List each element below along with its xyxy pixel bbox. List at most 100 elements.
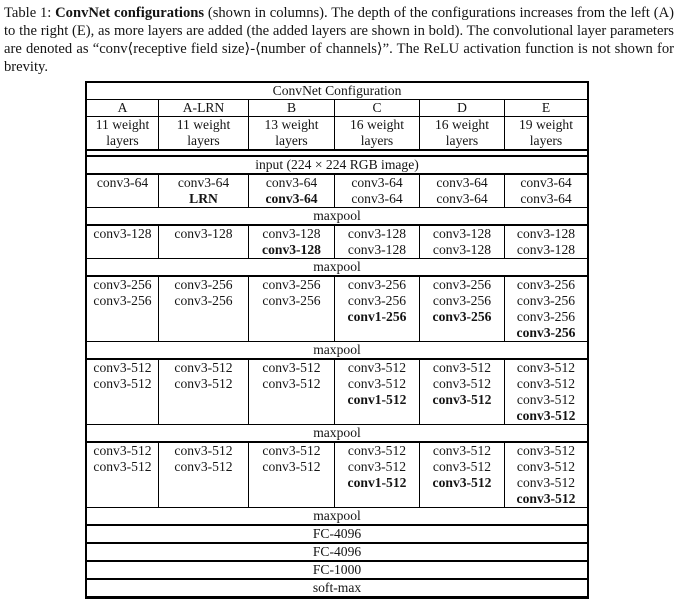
layer-entry: conv3-512 — [93, 443, 152, 458]
conv-block-3-cell-D: conv3-256 conv3-256 conv3-256 — [419, 277, 504, 341]
layer-entry: conv3-512 — [516, 392, 576, 407]
conv-block-4-row: conv3-512 conv3-512 conv3-512 conv3-512 conv… — [87, 360, 587, 425]
layer-entry: conv3-512 — [347, 360, 407, 375]
maxpool-3-label: maxpool — [313, 342, 361, 357]
maxpool-4-label: maxpool — [313, 425, 361, 440]
layer-entry: conv3-128 — [174, 226, 233, 241]
layer-entry: conv3-512 — [432, 443, 492, 458]
conv-block-2-cell-D: conv3-128 conv3-128 — [419, 226, 504, 258]
layer-entry: conv3-512 — [516, 491, 576, 506]
conv-block-4-cell-A-LRN: conv3-512 conv3-512 — [158, 360, 248, 424]
conv-block-1-cell-A-LRN: conv3-64 LRN — [158, 175, 248, 207]
maxpool-3-row: maxpool — [87, 342, 587, 360]
layer-entry: conv3-512 — [262, 443, 321, 458]
conv-block-1-cell-B: conv3-64 conv3-64 — [248, 175, 334, 207]
layer-entry: conv3-128 — [347, 242, 407, 257]
layer-entry: conv3-256 — [262, 277, 321, 292]
conv-block-1-cell-E: conv3-64 conv3-64 — [504, 175, 587, 207]
column-letter-cell-E: E — [504, 100, 587, 116]
layer-entry: conv3-64 — [520, 175, 572, 190]
column-letter-cell-B: B — [248, 100, 334, 116]
layer-entry: conv1-512 — [347, 392, 407, 407]
layer-entry: conv3-64 — [177, 175, 230, 190]
layer-entry: conv3-256 — [432, 277, 492, 292]
conv-block-2-cell-A: conv3-128 — [87, 226, 158, 258]
weight-layers-cell-D: 16 weight layers — [419, 117, 504, 149]
convnet-configuration-table: ConvNet Configuration A A-LRN B C D E 11 weight… — [85, 81, 589, 599]
maxpool-4-row: maxpool — [87, 425, 587, 443]
tail-fc-4096-1-row: FC-4096 — [87, 544, 587, 562]
layer-entry: conv3-512 — [516, 443, 576, 458]
layer-entry: conv3-64 — [351, 191, 403, 206]
layer-entry: conv3-128 — [516, 242, 576, 257]
layer-entry: LRN — [189, 191, 218, 206]
layer-entry: conv3-256 — [432, 309, 492, 324]
layer-entry: conv3-128 — [432, 226, 492, 241]
table-title-row: ConvNet Configuration — [87, 83, 587, 100]
layer-entry: conv3-256 — [262, 293, 321, 308]
layer-entry: conv3-512 — [516, 360, 576, 375]
conv-block-5-cell-B: conv3-512 conv3-512 — [248, 443, 334, 507]
layer-entry: conv3-128 — [262, 242, 321, 257]
layer-entry: conv3-512 — [432, 459, 492, 474]
conv-block-5-row: conv3-512 conv3-512 conv3-512 conv3-512 conv… — [87, 443, 587, 508]
layer-entry: conv3-64 — [265, 175, 318, 190]
conv-block-4-cell-B: conv3-512 conv3-512 — [248, 360, 334, 424]
input-row: input (224 × 224 RGB image) — [87, 157, 587, 175]
conv-block-3-cell-E: conv3-256 conv3-256 conv3-256 conv3-256 — [504, 277, 587, 341]
conv-block-3-cell-A: conv3-256 conv3-256 — [87, 277, 158, 341]
weight-layers-cell-A-LRN: 11 weight layers — [158, 117, 248, 149]
layer-entry: conv3-512 — [93, 376, 152, 391]
layer-entry: conv3-256 — [516, 309, 576, 324]
layer-entry: conv3-512 — [262, 459, 321, 474]
input-label: input (224 × 224 RGB image) — [255, 157, 419, 172]
layer-entry: conv3-512 — [516, 376, 576, 391]
tail-fc-4096-1-label: FC-4096 — [312, 544, 362, 559]
tail-soft-max-3-label: soft-max — [312, 580, 362, 595]
tail-soft-max-3-row: soft-max — [87, 580, 587, 596]
conv-block-3-cell-B: conv3-256 conv3-256 — [248, 277, 334, 341]
layer-entry: conv3-512 — [262, 360, 321, 375]
column-letter-cell-C: C — [334, 100, 419, 116]
layer-entry: conv3-256 — [516, 325, 576, 340]
conv-block-2-cell-C: conv3-128 conv3-128 — [334, 226, 419, 258]
conv-block-1-cell-D: conv3-64 conv3-64 — [419, 175, 504, 207]
layer-entry: conv3-128 — [262, 226, 321, 241]
column-letter-row: A A-LRN B C D E — [87, 100, 587, 117]
tail-fc-1000-2-row: FC-1000 — [87, 562, 587, 580]
weight-layers-row: 11 weight layers 11 weight layers 13 weigh… — [87, 117, 587, 151]
layer-entry: conv3-64 — [436, 191, 488, 206]
tail-fc-4096-0-label: FC-4096 — [312, 526, 362, 541]
layer-entry: conv3-128 — [93, 226, 152, 241]
caption-prefix: Table 1: — [4, 5, 56, 21]
maxpool-1-row: maxpool — [87, 208, 587, 226]
layer-entry: conv3-512 — [347, 459, 407, 474]
conv-block-1-cell-A: conv3-64 — [87, 175, 158, 207]
tail-fc-1000-2-label: FC-1000 — [312, 562, 362, 577]
conv-block-5-cell-A: conv3-512 conv3-512 — [87, 443, 158, 507]
layer-entry: conv3-512 — [516, 408, 576, 423]
conv-block-5-cell-E: conv3-512 conv3-512 conv3-512 conv3-512 — [504, 443, 587, 507]
layer-entry: conv3-64 — [520, 191, 572, 206]
layer-entry: conv3-512 — [174, 443, 233, 458]
conv-block-3-cell-A-LRN: conv3-256 conv3-256 — [158, 277, 248, 341]
maxpool-2-label: maxpool — [313, 259, 361, 274]
caption-body: (shown in columns). The depth of the con… — [4, 5, 674, 75]
layer-entry: conv3-512 — [174, 360, 233, 375]
layer-entry: conv3-256 — [93, 293, 152, 308]
layer-entry: conv3-512 — [93, 459, 152, 474]
layer-entry: conv3-512 — [516, 475, 576, 490]
layer-entry: conv3-256 — [516, 293, 576, 308]
weight-layers-cell-C: 16 weight layers — [334, 117, 419, 149]
layer-entry: conv3-64 — [436, 175, 488, 190]
column-letter-cell-A-LRN: A-LRN — [158, 100, 248, 116]
conv-block-4-cell-A: conv3-512 conv3-512 — [87, 360, 158, 424]
conv-block-2-cell-A-LRN: conv3-128 — [158, 226, 248, 258]
layer-entry: conv3-512 — [432, 392, 492, 407]
layer-entry: conv3-64 — [96, 175, 149, 190]
conv-block-5-cell-D: conv3-512 conv3-512 conv3-512 — [419, 443, 504, 507]
maxpool-1-label: maxpool — [313, 208, 361, 223]
weight-layers-cell-A: 11 weight layers — [95, 117, 150, 148]
column-letter-cell-D: D — [419, 100, 504, 116]
